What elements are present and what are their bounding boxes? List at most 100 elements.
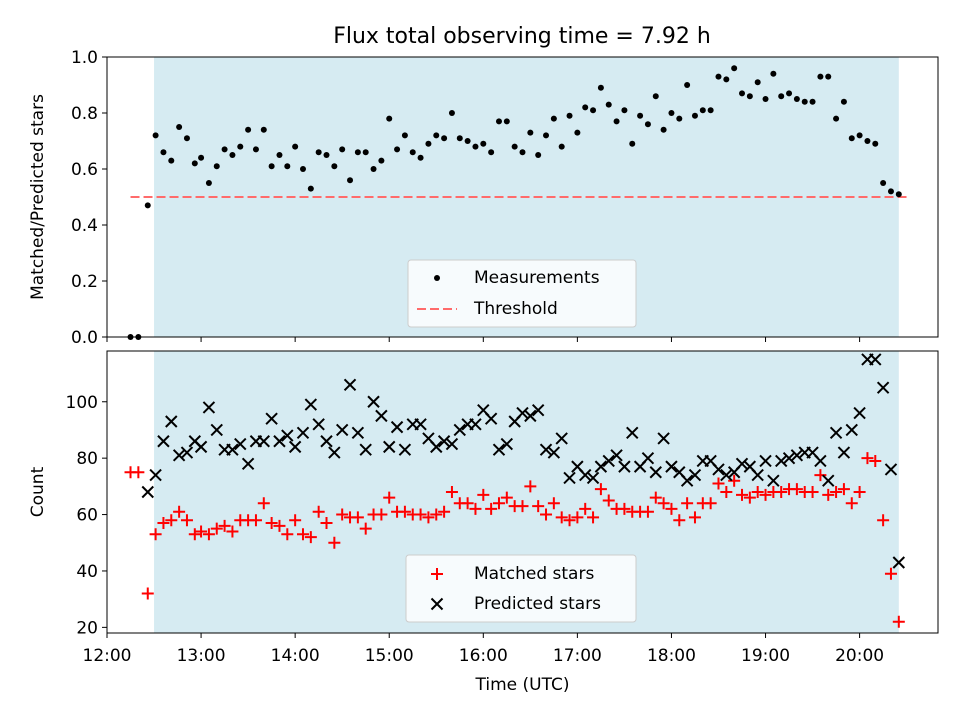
- measurement-point: [260, 126, 267, 133]
- matched-star-point: [587, 511, 600, 524]
- predicted-star-point: [524, 409, 537, 423]
- measurement-point: [558, 143, 565, 150]
- matched-star-point: [173, 505, 186, 518]
- measurement-point: [880, 180, 887, 186]
- measurement-point: [213, 163, 220, 170]
- matched-star-point: [751, 486, 764, 498]
- predicted-star-point: [853, 406, 866, 420]
- legend-marker-measurements: [434, 275, 440, 281]
- y-tick-label: 40: [76, 562, 98, 582]
- x-tick-label: 17:00: [553, 646, 602, 666]
- predicted-star-point: [665, 460, 678, 473]
- matched-star-point: [257, 497, 270, 510]
- measurement-point: [144, 202, 151, 209]
- matched-star-point: [649, 491, 662, 504]
- predicted-star-point: [320, 435, 333, 448]
- matched-star-point: [579, 502, 592, 515]
- matched-star-point: [351, 511, 364, 524]
- measurement-point: [754, 79, 761, 86]
- predicted-star-point: [484, 412, 498, 425]
- measurement-point: [464, 138, 471, 144]
- predicted-star-point: [641, 451, 655, 465]
- measurement-point: [480, 140, 487, 147]
- measurement-point: [746, 93, 753, 100]
- predicted-star-point: [265, 412, 278, 425]
- measurement-point: [739, 90, 746, 97]
- measurement-point: [198, 154, 205, 161]
- predicted-star-point: [257, 435, 270, 448]
- matched-star-point: [861, 452, 874, 465]
- predicted-star-point: [775, 454, 788, 468]
- matched-star-point: [445, 486, 458, 498]
- matched-star-point: [704, 497, 717, 510]
- matched-star-point: [500, 491, 513, 504]
- measurement-point: [848, 135, 855, 142]
- matched-star-point: [188, 528, 201, 541]
- predicted-star-point: [359, 443, 372, 456]
- predicted-star-point: [829, 426, 843, 439]
- measurement-point: [707, 107, 714, 114]
- predicted-star-point: [469, 418, 482, 431]
- matched-star-point: [688, 511, 701, 524]
- matched-star-point: [430, 508, 443, 521]
- matched-star-point: [618, 502, 631, 515]
- matched-star-point: [790, 483, 803, 496]
- matched-star-point: [195, 525, 208, 538]
- matched-star-point: [720, 486, 733, 498]
- x-tick-label: 16:00: [459, 646, 508, 666]
- predicted-star-point: [626, 426, 639, 439]
- axes-frame: [106, 56, 939, 338]
- matched-star-point: [218, 519, 231, 532]
- axes-frame: [106, 350, 939, 634]
- matched-star-point: [157, 517, 170, 530]
- measurement-point: [535, 152, 542, 158]
- matched-star-point: [149, 528, 162, 541]
- measurement-point: [307, 185, 314, 192]
- matched-star-point: [438, 505, 451, 518]
- predicted-star-point: [712, 463, 725, 476]
- predicted-star-point: [390, 420, 404, 434]
- measurement-point: [778, 93, 785, 100]
- matched-star-point: [461, 497, 474, 510]
- measurement-point: [503, 118, 510, 125]
- matched-star-point: [296, 528, 309, 541]
- predicted-star-point: [547, 446, 561, 459]
- matched-star-point: [869, 454, 882, 467]
- predicted-star-point: [720, 468, 733, 482]
- predicted-star-point: [383, 440, 396, 454]
- predicted-star-point: [367, 395, 380, 408]
- measurement-point: [394, 146, 401, 153]
- legend-label-matched: Matched stars: [474, 564, 594, 584]
- measurement-point: [809, 98, 816, 105]
- predicted-star-point: [688, 468, 702, 482]
- measurement-point: [386, 115, 393, 122]
- predicted-star-point: [149, 468, 162, 482]
- matched-star-point: [141, 587, 154, 600]
- matched-star-point: [540, 508, 553, 521]
- x-tick-label: 14:00: [271, 646, 320, 666]
- measurement-point: [205, 180, 212, 186]
- y-tick-label: 20: [76, 618, 98, 638]
- measurement-point: [825, 73, 832, 80]
- matched-star-point: [594, 483, 607, 496]
- measurement-point: [472, 143, 479, 150]
- y-tick-label: 0.2: [71, 272, 98, 292]
- predicted-star-point: [594, 460, 608, 473]
- matched-star-point: [892, 615, 905, 628]
- measurement-point: [252, 146, 259, 153]
- predicted-star-point: [375, 409, 388, 423]
- predicted-star-point: [837, 446, 851, 459]
- matched-star-point: [563, 514, 576, 527]
- x-tick-label: 13:00: [177, 646, 226, 666]
- y-tick-label: 0.8: [71, 104, 98, 124]
- matched-star-point: [359, 522, 372, 535]
- predicted-star-point: [579, 468, 592, 482]
- measurement-point: [817, 73, 824, 80]
- matched-star-point: [265, 517, 278, 530]
- measurement-point: [339, 146, 346, 153]
- count-panel: 20 40 60 80 100 12:00 13:00 14:00 15:00 16:00 17:0…: [28, 350, 939, 695]
- predicted-star-point: [351, 426, 365, 439]
- measurement-point: [527, 129, 534, 136]
- measurement-point: [770, 70, 777, 77]
